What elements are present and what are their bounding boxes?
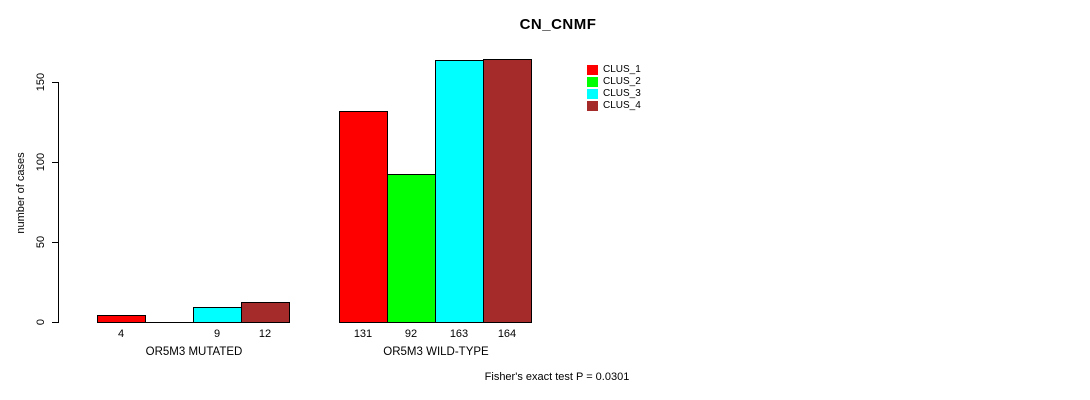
bar <box>435 60 484 323</box>
y-axis-tick-mark <box>52 82 58 83</box>
bar <box>339 111 388 323</box>
y-axis-tick-mark <box>52 242 58 243</box>
x-category-label-wildtype: OR5M3 WILD-TYPE <box>383 346 489 358</box>
bar-value-label: 131 <box>353 328 373 340</box>
bar <box>193 307 242 323</box>
y-axis-tick-label: 50 <box>35 235 47 249</box>
legend: CLUS_1 CLUS_2 CLUS_3 CLUS_4 <box>587 65 641 113</box>
y-axis-tick-label: 150 <box>35 72 47 92</box>
y-axis-label: number of cases <box>15 152 27 234</box>
x-category-label-mutated: OR5M3 MUTATED <box>145 346 243 358</box>
legend-item-label: CLUS_2 <box>603 76 641 87</box>
legend-item-label: CLUS_4 <box>603 100 641 111</box>
y-axis-tick-label: 100 <box>35 152 47 172</box>
bar-value-label: 164 <box>497 328 517 340</box>
y-axis-tick-mark <box>52 162 58 163</box>
y-axis-tick-mark <box>52 322 58 323</box>
bar-value-label: 4 <box>117 328 125 340</box>
legend-swatch <box>587 65 598 75</box>
legend-item-label: CLUS_1 <box>603 64 641 75</box>
legend-item: CLUS_2 <box>587 77 641 87</box>
legend-swatch <box>587 101 598 111</box>
bar <box>483 59 532 323</box>
y-axis-line <box>58 82 59 323</box>
y-axis-tick-label: 0 <box>35 318 47 326</box>
bar <box>387 174 436 323</box>
legend-item: CLUS_1 <box>587 65 641 75</box>
bar <box>145 322 194 323</box>
bar-value-label: 9 <box>213 328 221 340</box>
bar-value-label: 92 <box>404 328 418 340</box>
legend-swatch <box>587 89 598 99</box>
annotation-text: Fisher's exact test P = 0.0301 <box>484 371 630 383</box>
legend-item: CLUS_3 <box>587 89 641 99</box>
bar <box>241 302 290 323</box>
legend-item: CLUS_4 <box>587 101 641 111</box>
legend-swatch <box>587 77 598 87</box>
chart-title: CN_CNMF <box>519 16 597 33</box>
bar-value-label: 163 <box>449 328 469 340</box>
bar <box>97 315 146 323</box>
bar-value-label: 12 <box>258 328 272 340</box>
legend-item-label: CLUS_3 <box>603 88 641 99</box>
